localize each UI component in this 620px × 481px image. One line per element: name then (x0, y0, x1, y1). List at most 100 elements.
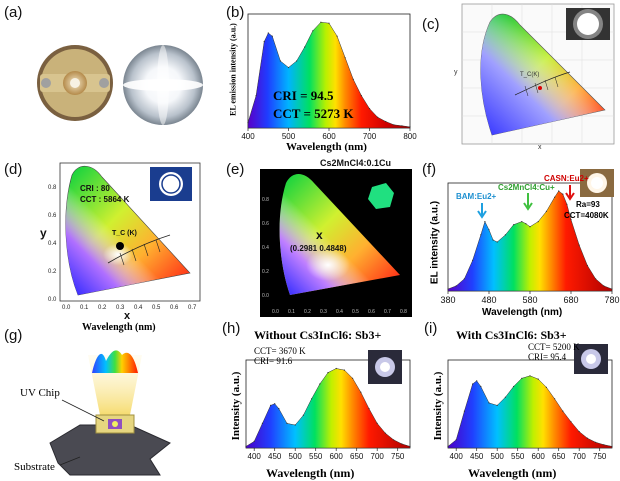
planckian-locus-c (514, 71, 571, 96)
b-data-point (296, 60, 298, 62)
i-cri: CRI= 95.4 (528, 352, 567, 362)
arrow-bam (477, 203, 487, 219)
svg-text:0.0: 0.0 (48, 297, 57, 303)
b-data-point (328, 22, 330, 24)
f-data-point (492, 239, 494, 241)
f-ann-cct: CCT=4080K (564, 211, 609, 220)
h-xtick-label: 450 (268, 452, 282, 461)
i-data-point (455, 439, 457, 441)
svg-text:0.6: 0.6 (48, 213, 57, 219)
f-ann-cs2mncl4: Cs2MnCl4:Cu+ (498, 183, 555, 192)
panel-label-i: (i) (424, 320, 438, 337)
svg-text:0.2: 0.2 (48, 269, 57, 275)
i-data-point (472, 383, 474, 385)
b-cct: CCT = 5273 K (273, 106, 354, 121)
svg-text:0.3: 0.3 (116, 305, 125, 311)
b-ylabel: EL emission intensity (a.u.) (228, 23, 238, 116)
i-data-point (611, 445, 613, 447)
cie-diagram-c: x y T_C(K) (454, 3, 615, 150)
h-ylabel: Intensity (a.u.) (230, 371, 242, 441)
svg-text:0.2: 0.2 (304, 309, 311, 315)
e-coordinates: (0.2981 0.4848) (290, 244, 347, 253)
i-xtick-label: 600 (532, 452, 546, 461)
f-data-point (496, 241, 498, 243)
svg-text:0.4: 0.4 (262, 245, 269, 251)
b-data-point (263, 41, 265, 43)
i-data-point (554, 398, 556, 400)
f-data-point (586, 264, 588, 267)
e-yticks: 0.0 0.2 0.4 0.6 0.8 (262, 197, 269, 299)
g-uv-chip-label: UV Chip (20, 387, 60, 399)
b-data-point (267, 32, 269, 34)
panel-label-e: (e) (226, 161, 245, 178)
d-x-axis: x (124, 310, 131, 322)
i-ylabel: Intensity (a.u.) (432, 371, 444, 441)
h-cri: CRI= 91.6 (254, 356, 293, 366)
chromaticity-point-d (116, 242, 124, 250)
i-xtick-label: 650 (552, 452, 566, 461)
i-xtick-label: 500 (491, 452, 505, 461)
panel-h: (h) 400 450 500 550 600 650 700 750 Without Cs3… (218, 320, 418, 481)
h-data-point (401, 443, 403, 445)
f-ann-casn: CASN:Eu2+ (544, 174, 589, 183)
f-data-point (480, 234, 482, 236)
f-data-point (545, 210, 547, 212)
b-cri: CRI = 94.5 (273, 88, 334, 103)
i-data-point (463, 410, 465, 412)
svg-text:0.0: 0.0 (262, 293, 269, 299)
panel-label-c: (c) (422, 16, 440, 33)
i-xtick-label: 700 (573, 452, 587, 461)
h-data-point (327, 372, 329, 374)
f-data-point (463, 278, 465, 280)
h-data-point (368, 408, 370, 410)
i-data-point (480, 385, 482, 388)
b-xtick-label: 700 (363, 132, 377, 141)
d-yticks: 0.0 0.2 0.4 0.6 0.8 (48, 185, 57, 303)
b-data-point (385, 120, 387, 123)
i-data-point (476, 380, 478, 382)
f-data-point (472, 259, 474, 261)
device-schematic-g (49, 350, 171, 476)
svg-text:0.7: 0.7 (384, 309, 391, 315)
panel-label-f: (f) (422, 161, 437, 178)
svg-text:0.1: 0.1 (288, 309, 295, 315)
chart-b: 400 500 600 700 800 (241, 13, 417, 141)
panel-g: (g) UV Chip Substrate (0, 325, 215, 481)
svg-text:0.5: 0.5 (152, 305, 161, 311)
d-cri: CRI : 80 (80, 184, 110, 193)
h-title: Without Cs3InCl6: Sb3+ (254, 328, 382, 342)
i-data-point (570, 421, 572, 423)
solder-pad-left (41, 78, 51, 88)
panel-label-g: (g) (4, 327, 23, 344)
h-data-point (294, 424, 296, 426)
h-data-point (270, 404, 272, 406)
b-data-point (271, 35, 273, 37)
b-data-point (304, 46, 306, 48)
h-xtick-label: 750 (391, 452, 405, 461)
c-tc-label: T_C(K) (520, 72, 539, 78)
svg-text:0.0: 0.0 (272, 309, 279, 315)
h-xtick-label: 600 (330, 452, 344, 461)
i-data-point (595, 441, 597, 443)
i-data-point (447, 445, 449, 447)
f-data-point (488, 229, 490, 231)
f-xtick-label: 480 (481, 295, 496, 305)
f-data-point (447, 288, 449, 290)
h-data-point (343, 369, 345, 371)
c-x-axis: x (538, 144, 542, 150)
i-data-point (496, 404, 498, 406)
b-data-point (377, 116, 379, 118)
b-xtick-label: 800 (403, 132, 417, 141)
i-data-point (529, 375, 531, 377)
cie-diagram-e: 0.0 0.1 0.2 0.3 0.4 0.5 0.6 0.7 0.8 0.0 0.2 0.4 … (260, 158, 412, 317)
b-data-point (336, 35, 338, 37)
panel-i: (i) 400 450 500 550 600 650 700 750 With Cs3InC… (420, 320, 620, 481)
i-data-point (578, 431, 580, 433)
arrow-cs2mncl4 (523, 193, 533, 211)
panel-b: (b) 400 500 600 700 800 CRI = 94.5 CCT = 527… (218, 0, 418, 155)
h-data-point (319, 383, 321, 385)
b-data-point (344, 57, 346, 59)
chart-h: 400 450 500 550 600 650 700 750 (245, 350, 411, 461)
h-cct: CCT= 3670 K (254, 346, 306, 356)
h-data-point (286, 422, 288, 424)
